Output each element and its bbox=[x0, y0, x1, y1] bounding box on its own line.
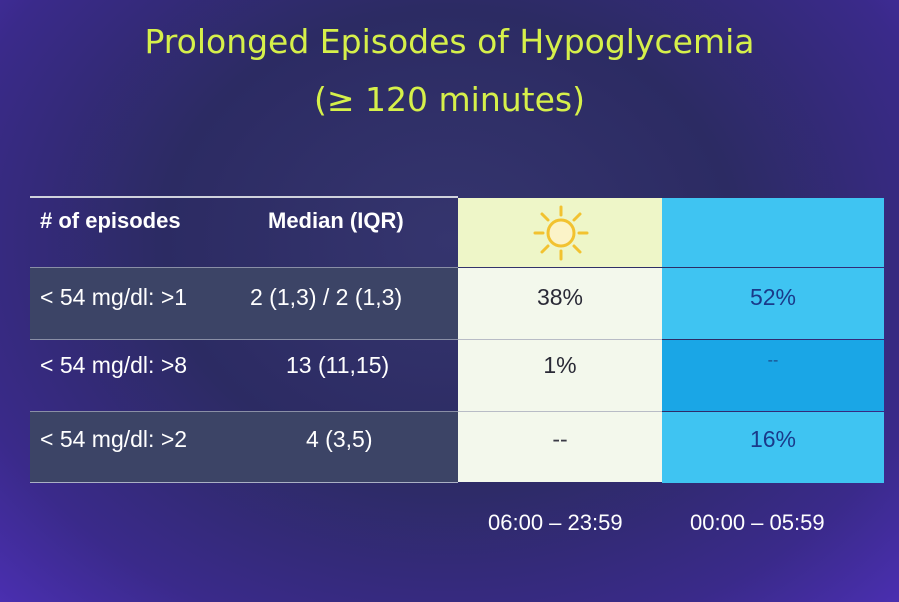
table-top-rule bbox=[30, 196, 458, 198]
row-1-label: < 54 mg/dl: >1 bbox=[40, 284, 188, 310]
row-1-day: 38% bbox=[536, 284, 584, 310]
day-time-range: 06:00 – 23:59 bbox=[488, 510, 623, 535]
sun-icon bbox=[533, 205, 589, 261]
slide-title: Prolonged Episodes of Hypoglycemia bbox=[144, 22, 755, 61]
day-header bbox=[458, 198, 662, 267]
row-3-median: 4 (3,5) bbox=[306, 426, 373, 452]
row-2-day: 1% bbox=[543, 352, 577, 378]
row-3-label: < 54 mg/dl: >2 bbox=[40, 426, 188, 452]
header-episodes: # of episodes bbox=[40, 208, 181, 233]
row-2-label: < 54 mg/dl: >8 bbox=[40, 352, 188, 378]
header-median: Median (IQR) bbox=[268, 208, 404, 233]
table-bottom-rule bbox=[30, 482, 458, 483]
row-3-night: 16% bbox=[749, 426, 797, 452]
night-time-range: 00:00 – 05:59 bbox=[690, 510, 825, 535]
night-header bbox=[662, 198, 884, 267]
row-1-night: 52% bbox=[749, 284, 797, 310]
slide-subtitle: (≥ 120 minutes) bbox=[314, 80, 585, 119]
row-2-night: -- bbox=[767, 352, 779, 369]
row-band-1 bbox=[30, 267, 458, 339]
row-2-median: 13 (11,15) bbox=[286, 352, 390, 378]
day-rule-2 bbox=[458, 411, 662, 412]
row-1-median: 2 (1,3) / 2 (1,3) bbox=[250, 284, 403, 310]
header-rule bbox=[30, 267, 458, 268]
row-rule-1 bbox=[30, 339, 458, 340]
night-row-3 bbox=[662, 412, 884, 483]
day-body bbox=[458, 268, 662, 482]
row-band-3 bbox=[30, 411, 458, 483]
day-rule-1 bbox=[458, 339, 662, 340]
night-row-2 bbox=[662, 340, 884, 411]
moon-icon bbox=[758, 208, 782, 256]
night-row-1 bbox=[662, 268, 884, 339]
row-3-day: -- bbox=[552, 426, 568, 452]
row-rule-2 bbox=[30, 411, 458, 412]
